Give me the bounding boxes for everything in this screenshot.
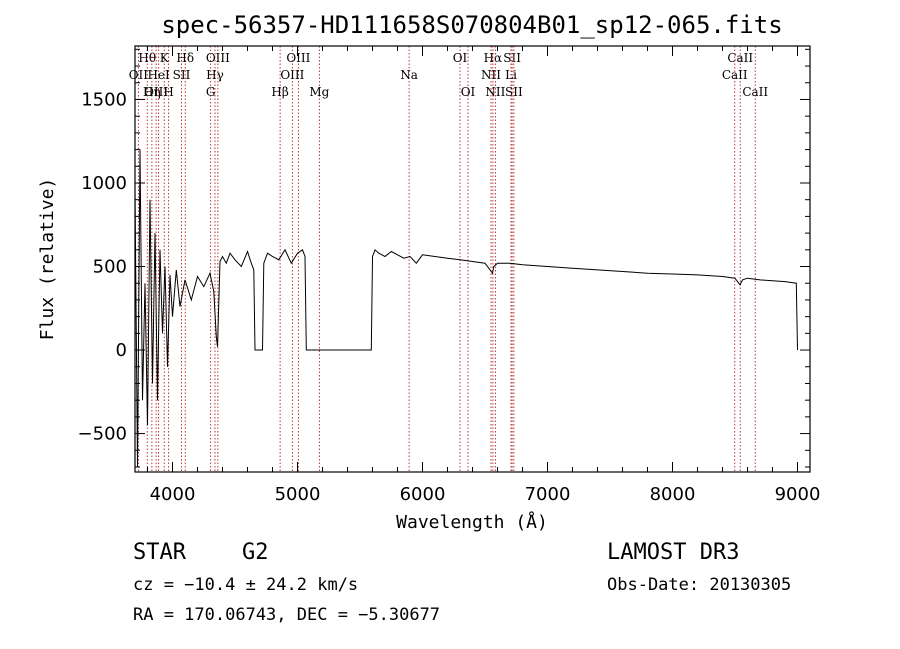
spectral-line-label: Hα	[484, 51, 503, 65]
spectral-line-label: Mg	[309, 85, 329, 99]
spectral-line-label: H	[163, 85, 173, 99]
spectral-line-label: CaII	[722, 68, 748, 82]
y-tick-label: 1000	[81, 173, 127, 194]
y-tick-label: −500	[78, 424, 127, 445]
redshift-value: cz = −10.4 ± 24.2 km/s	[133, 575, 359, 595]
spectral-line-label: NII	[485, 85, 505, 99]
tick-labels: 4000 5000 6000 7000 8000 9000 −500 0 500 1000 1500	[78, 89, 821, 505]
spectral-line-label: CaII	[742, 85, 768, 99]
y-tick-label: 500	[93, 257, 127, 278]
spectral-line-label: Hγ	[206, 68, 224, 82]
x-tick-label: 5000	[275, 484, 321, 505]
chart-title: spec-56357-HD111658S070804B01_sp12-065.f…	[161, 11, 782, 39]
spectral-line-label: OII	[129, 68, 149, 82]
x-tick-label: 8000	[650, 484, 696, 505]
axis-ticks	[135, 46, 810, 472]
spectral-line-label: Hδ	[176, 51, 194, 65]
spectral-line-label: HeI	[147, 68, 170, 82]
object-subclass: G2	[242, 540, 269, 565]
spectral-line-label: CaII	[727, 51, 753, 65]
x-tick-label: 6000	[400, 484, 446, 505]
object-class: STAR	[133, 540, 186, 565]
observation-date: Obs-Date: 20130305	[607, 575, 792, 595]
plot-frame	[134, 45, 811, 473]
plot-area	[134, 45, 811, 473]
x-tick-label: 7000	[525, 484, 571, 505]
x-axis-label: Wavelength (Å)	[396, 511, 548, 533]
spectral-line-label: Hη	[143, 85, 161, 99]
spectral-line-label: SII	[503, 51, 521, 65]
spectral-line-label: G	[206, 85, 216, 99]
spectral-line-label: K	[160, 51, 170, 65]
spectral-line-label: OI	[453, 51, 468, 65]
spectral-line-label: SII	[173, 68, 191, 82]
spectral-line-label: NII	[481, 68, 501, 82]
y-axis-label: Flux (relative)	[37, 178, 58, 341]
spectral-line-label: OIII	[206, 51, 230, 65]
spectral-line-label: Hβ	[271, 85, 288, 99]
spectral-line-label: Li	[505, 68, 517, 82]
x-tick-label: 9000	[775, 484, 821, 505]
y-tick-label: 1500	[81, 89, 127, 110]
spectral-line-label: SII	[505, 85, 523, 99]
spectral-line-label: Hθ	[138, 51, 156, 65]
spectral-line-label: OIII	[144, 85, 168, 99]
spectral-line-label: OI	[461, 85, 476, 99]
x-tick-label: 4000	[150, 484, 196, 505]
y-tick-label: 0	[116, 340, 127, 361]
spectral-line-label: OIII	[286, 51, 310, 65]
coordinates: RA = 170.06743, DEC = −5.30677	[133, 605, 441, 625]
spectral-line-label: Na	[400, 68, 418, 82]
spectrum-series	[134, 149, 798, 468]
spectral-line-label: OIII	[280, 68, 304, 82]
survey-name: LAMOST DR3	[607, 540, 740, 565]
